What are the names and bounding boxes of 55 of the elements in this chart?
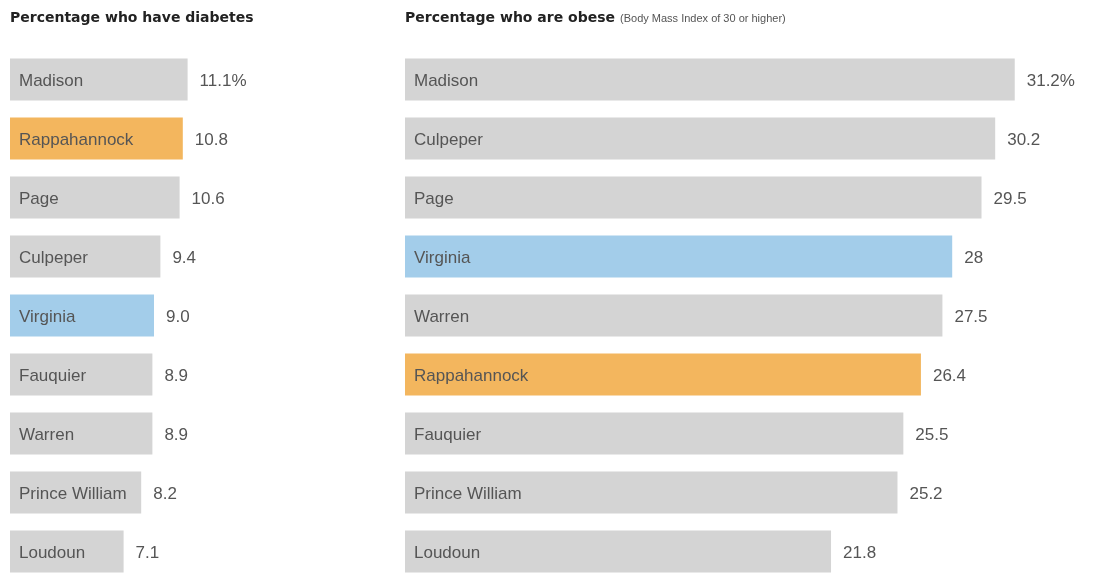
bar: [405, 530, 832, 573]
data-label: 31.2%: [1026, 71, 1075, 91]
data-label: 26.4: [932, 366, 967, 386]
data-label: 25.2: [909, 484, 943, 504]
data-label: 10.6: [191, 189, 225, 209]
bar: [10, 353, 153, 396]
data-label: 8.9: [164, 425, 189, 445]
bar: [10, 176, 180, 219]
y-tick-label: Warren: [19, 425, 75, 445]
bar: [10, 412, 153, 455]
y-tick-label: Prince William: [19, 484, 127, 504]
data-label: 9.4: [172, 248, 197, 268]
y-tick-label: Madison: [414, 71, 479, 91]
y-tick-label: Fauquier: [414, 425, 482, 445]
bar: [405, 471, 898, 514]
bar: [405, 235, 953, 278]
y-tick-label: Loudoun: [414, 543, 481, 563]
data-label: 8.2: [153, 484, 177, 504]
y-tick-label: Warren: [414, 307, 470, 327]
bar: [405, 294, 943, 337]
data-label: 8.9: [164, 366, 189, 386]
bar: [405, 117, 996, 160]
bar: [10, 530, 124, 573]
chart-subtitle: (Body Mass Index of 30 or higher): [620, 12, 786, 24]
bar: [405, 353, 921, 396]
y-tick-label: Fauquier: [19, 366, 87, 386]
bar: [10, 235, 161, 278]
y-tick-label: Page: [19, 189, 59, 209]
bar: [10, 58, 188, 101]
bar: [10, 294, 154, 337]
y-tick-label: Rappahannock: [19, 130, 134, 150]
data-label: 29.5: [993, 189, 1027, 209]
data-label: 25.5: [915, 425, 949, 445]
y-tick-label: Loudoun: [19, 543, 86, 563]
y-tick-label: Madison: [19, 71, 84, 91]
data-label: 9.0: [166, 307, 190, 327]
bar: [405, 58, 1015, 101]
data-label: 27.5: [954, 307, 988, 327]
data-label: 30.2: [1007, 130, 1041, 150]
data-label: 7.1: [135, 543, 160, 563]
y-tick-label: Rappahannock: [414, 366, 529, 386]
data-label: 21.8: [843, 543, 877, 563]
y-tick-label: Prince William: [414, 484, 522, 504]
data-label: 28: [964, 248, 984, 268]
bar: [405, 176, 982, 219]
bar: [405, 412, 904, 455]
y-tick-label: Culpeper: [414, 130, 484, 150]
chart-title: Percentage who have diabetes: [10, 9, 254, 25]
chart-title: Percentage who are obese: [405, 9, 616, 25]
y-tick-label: Virginia: [19, 307, 76, 327]
data-label: 11.1%: [199, 71, 247, 91]
data-label: 10.8: [194, 130, 228, 150]
y-tick-label: Virginia: [414, 248, 471, 268]
y-tick-label: Culpeper: [19, 248, 89, 268]
y-tick-label: Page: [414, 189, 454, 209]
